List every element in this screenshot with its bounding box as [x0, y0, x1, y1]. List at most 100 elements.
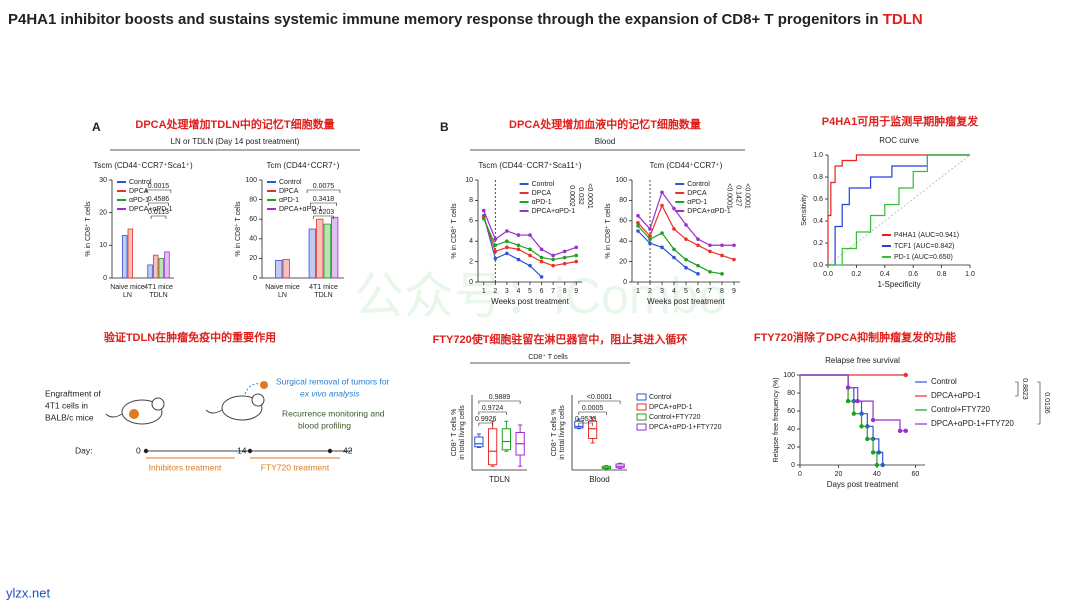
p-value: 0.032 [577, 187, 584, 205]
legend-label: Control [931, 377, 957, 386]
y-axis-label: CD8⁺ T cells % [450, 409, 458, 457]
x-tick-label: 0.6 [908, 271, 918, 278]
bracket [1015, 381, 1019, 397]
y-tick-label: 80 [619, 197, 627, 204]
legend-label: DPCA [279, 188, 299, 195]
p-value: 0.0113 [148, 209, 169, 216]
y-axis-label: % in CD8⁺ T cells [450, 203, 458, 259]
point [851, 411, 857, 416]
bar [308, 228, 316, 279]
p-value: 0.8823 [1021, 378, 1028, 400]
step-segment [800, 374, 849, 402]
y-tick-label: 10 [99, 242, 107, 249]
y-tick-label: 40 [787, 426, 795, 433]
x-axis-label: TDLN [489, 475, 510, 484]
diagram-text: 4T1 cells in [45, 400, 88, 410]
bracket [578, 400, 621, 404]
x-tick-label: 1 [636, 288, 640, 295]
y-tick-label: 60 [249, 216, 257, 223]
x-tick-label: 9 [732, 288, 736, 295]
legend-label: TCF1 (AUC=0.842) [894, 243, 955, 250]
y-tick-label: 20 [249, 255, 257, 262]
y-tick-label: 100 [245, 177, 257, 184]
y-tick-label: 80 [787, 390, 795, 397]
heading: DPCA处理增加血液中的记忆T细胞数量 [509, 117, 701, 131]
x-tick-label: 5 [684, 288, 688, 295]
point [903, 372, 908, 378]
slide-title: P4HA1 inhibitor boosts and sustains syst… [8, 11, 923, 28]
chart-title: Tscm (CD44⁻CCR7⁺Sca1⁺) [93, 161, 193, 170]
y-axis-label: % in CD8⁺ T cells [84, 201, 92, 257]
x-tick-label: TDLN [149, 292, 167, 299]
legend-swatch [636, 393, 647, 401]
y-axis-label: % in CD8⁺ T cells [234, 201, 242, 257]
y-axis-label: in total living cells [459, 405, 466, 460]
point [855, 398, 860, 404]
tumor [260, 381, 268, 389]
point [903, 428, 908, 433]
x-axis-label: 1-Specificity [877, 280, 920, 289]
y-tick-label: 60 [787, 408, 795, 415]
bar [275, 259, 283, 279]
series-line [637, 190, 734, 246]
legend-label: P4HA1 (AUC=0.941) [894, 232, 959, 239]
treatment: Inhibitors treatment [149, 462, 222, 472]
legend-label: DPCA+αPD-1 [532, 208, 576, 215]
x-tick-label: 0.2 [852, 271, 862, 278]
title-highlight: TDLN [883, 11, 923, 28]
timeline-dot [327, 448, 333, 454]
x-tick-label: 2 [648, 288, 652, 295]
p-value: 0.0203 [313, 209, 335, 216]
x-tick-label: 0.4 [880, 271, 890, 278]
step-segment [873, 419, 901, 431]
y-tick-label: 30 [99, 177, 107, 184]
y-tick-label: 0 [623, 279, 627, 286]
heading: P4HA1可用于监测早期肿瘤复发 [822, 114, 979, 128]
day: 0 [136, 445, 141, 455]
bar [164, 251, 170, 279]
p-value: 0.3418 [313, 196, 335, 203]
bracket [148, 202, 169, 206]
x-tick-label: 4 [672, 288, 676, 295]
mouse-tail [105, 413, 123, 418]
series-line [483, 210, 577, 257]
x-tick-label: 1 [482, 288, 486, 295]
x-axis-label: Blood [589, 475, 609, 484]
y-tick-label: 0.0 [813, 262, 823, 269]
y-tick-label: 0.4 [813, 218, 823, 225]
y-axis-label: in total living cells [559, 405, 566, 460]
p-value: 0.9533 [575, 416, 597, 423]
y-tick-label: 40 [249, 236, 257, 243]
legend-label: DPCA [687, 190, 707, 197]
step-segment [800, 374, 849, 388]
bar [282, 258, 290, 279]
x-tick-label: 60 [911, 471, 919, 478]
legend-label: DPCA+αPD-1+FTY720 [931, 419, 1014, 428]
x-tick-label: 4T1 mice [309, 284, 338, 291]
x-axis-label: Days post treatment [827, 480, 899, 489]
step-segment [867, 438, 874, 453]
arrow [244, 383, 261, 395]
point [880, 462, 885, 468]
chart-title: Tcm (CD44⁺CCR7⁺) [650, 161, 723, 170]
y-axis-label: Sensitivity [801, 194, 808, 226]
point [859, 424, 864, 429]
legend-label: Control [649, 394, 672, 401]
legend-label: DPCA+αPD-1 [687, 208, 731, 215]
y-tick-label: 10 [465, 177, 473, 184]
y-tick-label: 8 [469, 197, 473, 204]
timeline-dot [143, 448, 149, 454]
x-axis-label: Weeks post treatment [647, 297, 725, 306]
day: 42 [343, 445, 353, 455]
y-tick-label: 0 [791, 462, 795, 469]
diagram: Engraftment of 4T1 cells in BALB/c mice … [45, 376, 390, 472]
mouse-head [151, 397, 165, 411]
series-line [637, 204, 735, 261]
x-tick-label: 3 [660, 288, 664, 295]
legend-label: Control+FTY720 [649, 414, 701, 421]
treatment: FTY720 treatment [261, 462, 330, 472]
diagram-text: blood profiling [298, 420, 351, 430]
diagram-text: Day: [75, 445, 92, 455]
y-tick-label: 0.2 [813, 240, 823, 247]
subtitle: LN or TDLN (Day 14 post treatment) [171, 137, 300, 146]
